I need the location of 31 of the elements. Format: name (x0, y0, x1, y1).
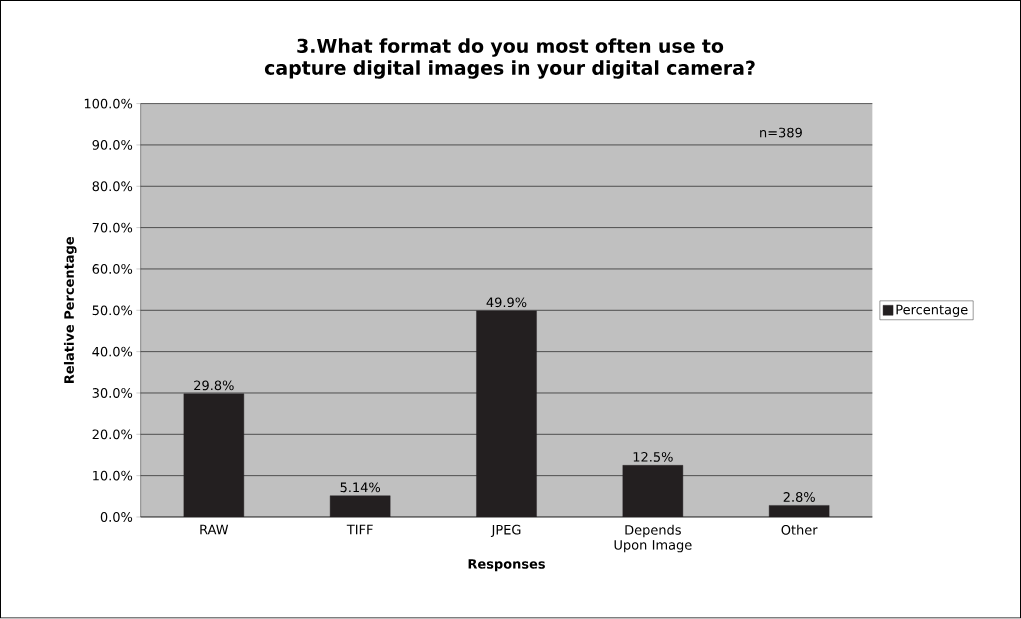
y-tick-label: 60.0% (92, 264, 133, 275)
y-tick-label: 50.0% (92, 305, 133, 316)
bar (183, 393, 245, 518)
annotation: n=389 (760, 127, 802, 138)
y-axis-title: Relative Percentage (63, 237, 77, 384)
bar (476, 310, 537, 518)
x-axis-title: Responses (468, 559, 545, 572)
data-label: 5.14% (340, 482, 381, 493)
y-tick-label: 0.0% (100, 512, 133, 523)
x-tick-label: Depends Upon Image (614, 524, 692, 553)
y-tick-label: 30.0% (92, 388, 133, 399)
y-tick-label: 70.0% (92, 222, 133, 233)
data-label: 29.8% (194, 380, 234, 391)
chart-title: 3.What format do you most often use to capture digital images in your digital camera? (264, 38, 755, 79)
bar (329, 495, 391, 518)
bar (768, 505, 830, 518)
y-tick-label: 100.0% (84, 98, 133, 109)
legend-label: Percentage (896, 305, 968, 318)
y-tick-label: 90.0% (92, 140, 133, 151)
y-tick-label: 40.0% (92, 346, 133, 357)
y-tick-label: 20.0% (92, 429, 133, 440)
y-tick-label: 80.0% (92, 181, 133, 192)
x-tick-label: TIFF (346, 524, 373, 535)
x-tick-label: JPEG (490, 524, 521, 538)
data-label: 12.5% (633, 452, 673, 462)
bar (622, 465, 684, 518)
x-tick-label: RAW (200, 524, 229, 535)
data-label: 2.8% (783, 492, 815, 503)
y-tick-label: 10.0% (93, 470, 133, 481)
data-label: 49.9% (486, 297, 527, 308)
x-tick-label: Other (781, 524, 818, 536)
